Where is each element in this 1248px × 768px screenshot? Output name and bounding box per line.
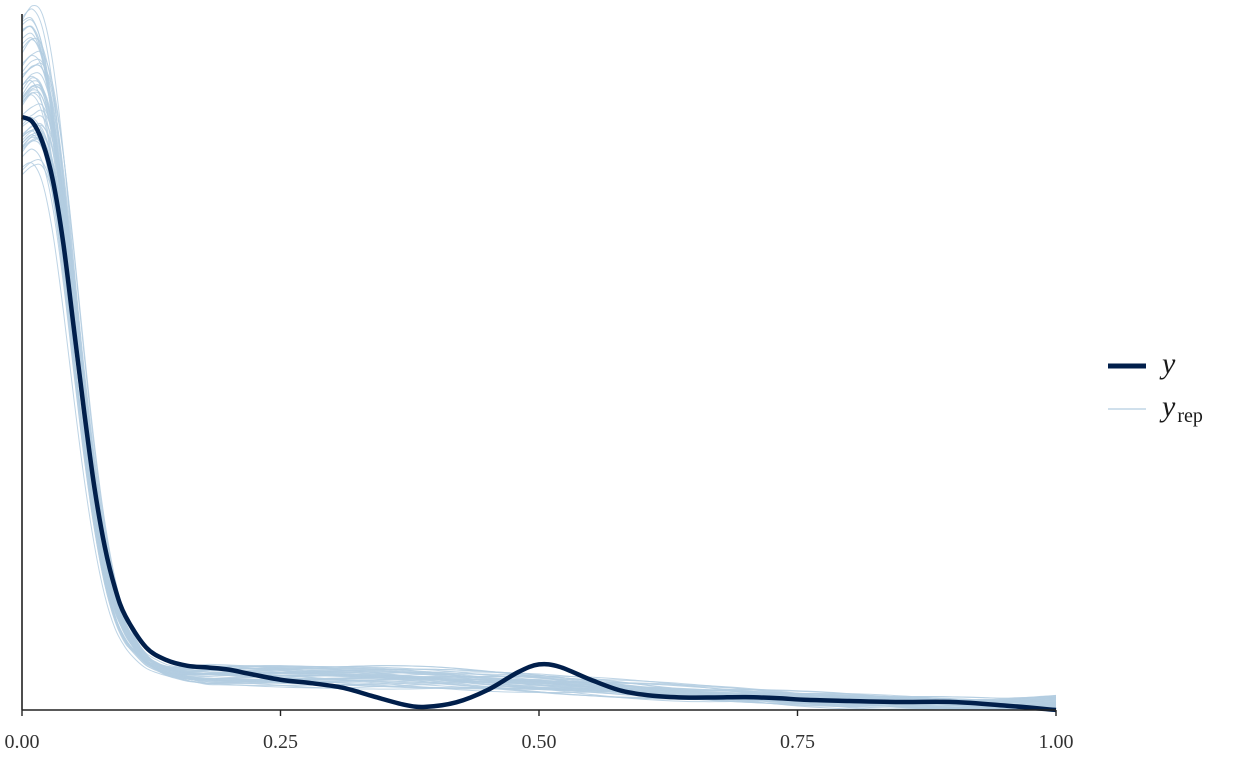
- yrep-line-3: [21, 50, 1057, 709]
- yrep-line-48: [21, 163, 1057, 710]
- yrep-line-31: [21, 37, 1057, 703]
- y-line: [21, 114, 1057, 713]
- yrep-line-14: [21, 130, 1057, 709]
- yrep-line-6: [21, 115, 1057, 702]
- yrep-line-23: [21, 136, 1057, 703]
- yrep-line-15: [21, 84, 1057, 706]
- yrep-line-36: [21, 8, 1057, 703]
- legend-label-yrep: y rep: [1159, 390, 1203, 427]
- x-tick-label: 0.00: [5, 731, 40, 753]
- yrep-line-5: [21, 159, 1057, 704]
- yrep-line-18: [21, 72, 1057, 706]
- y-line-layer: [21, 114, 1057, 713]
- x-tick-label: 1.00: [1039, 731, 1074, 753]
- yrep-line-35: [21, 19, 1057, 710]
- yrep-line-43: [21, 25, 1057, 705]
- yrep-line-17: [21, 94, 1057, 700]
- yrep-line-2: [21, 62, 1057, 708]
- yrep-line-49: [21, 128, 1057, 710]
- x-ticks: 0.00 0.25 0.50 0.75 1.00: [5, 710, 1074, 753]
- yrep-line-7: [21, 37, 1057, 707]
- yrep-line-16: [21, 80, 1057, 706]
- legend-label-yrep-subscript: rep: [1177, 405, 1203, 427]
- yrep-line-38: [21, 85, 1057, 706]
- yrep-line-10: [21, 32, 1057, 704]
- yrep-line-22: [21, 136, 1057, 707]
- yrep-line-21: [21, 80, 1057, 709]
- yrep-lines: [21, 4, 1057, 711]
- yrep-line-46: [21, 4, 1057, 705]
- yrep-line-13: [21, 134, 1057, 711]
- x-tick-label: 0.75: [780, 731, 815, 753]
- yrep-line-34: [21, 54, 1057, 707]
- yrep-line-29: [21, 116, 1057, 705]
- yrep-line-26: [21, 86, 1057, 705]
- yrep-line-45: [21, 148, 1057, 711]
- yrep-line-4: [21, 138, 1057, 711]
- yrep-line-8: [21, 89, 1057, 707]
- yrep-line-30: [21, 84, 1057, 700]
- yrep-line-11: [21, 58, 1057, 707]
- yrep-line-41: [21, 77, 1057, 705]
- yrep-line-44: [21, 17, 1057, 702]
- yrep-line-33: [21, 162, 1057, 711]
- x-tick-label: 0.25: [263, 731, 298, 753]
- yrep-line-9: [21, 103, 1057, 705]
- yrep-line-27: [21, 64, 1057, 709]
- yrep-line-12: [21, 109, 1057, 703]
- legend-label-y: y: [1159, 347, 1176, 380]
- yrep-line-24: [21, 122, 1057, 710]
- x-tick-label: 0.50: [522, 731, 557, 753]
- yrep-line-1: [21, 64, 1057, 711]
- yrep-line-50: [21, 25, 1057, 711]
- yrep-line-37: [21, 134, 1057, 708]
- yrep-line-28: [21, 140, 1057, 706]
- yrep-line-39: [21, 131, 1057, 710]
- yrep-line-19: [21, 39, 1057, 710]
- yrep-line-25: [21, 75, 1057, 709]
- yrep-line-42: [21, 124, 1057, 703]
- yrep-line-20: [21, 91, 1057, 707]
- legend: y y rep: [1108, 347, 1203, 427]
- yrep-line-47: [21, 124, 1057, 704]
- yrep-line-40: [21, 92, 1057, 707]
- yrep-line-32: [21, 25, 1057, 704]
